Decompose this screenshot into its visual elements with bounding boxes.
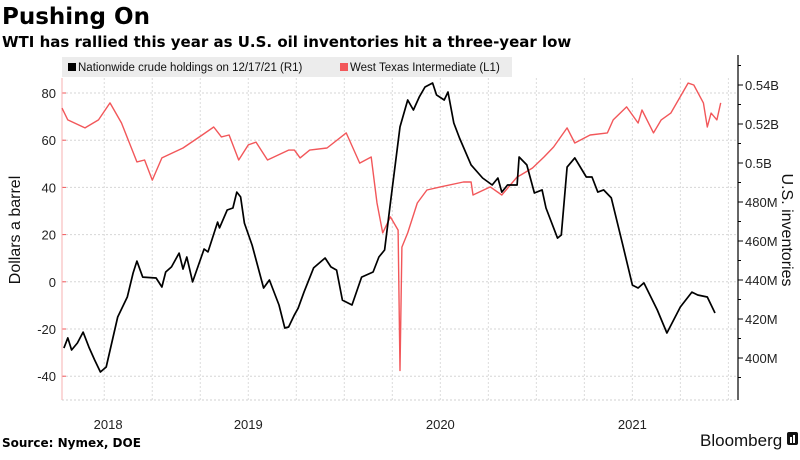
- right-tick-label: 420M: [745, 312, 778, 327]
- source-note: Source: Nymex, DOE: [2, 436, 141, 450]
- bloomberg-terminal-icon: [787, 432, 798, 445]
- bloomberg-logo: Bloomberg: [700, 431, 782, 450]
- left-tick-label: 80: [42, 86, 56, 101]
- x-tick-label: 2020: [426, 417, 455, 432]
- left-tick-label: 20: [42, 228, 56, 243]
- right-tick-label: 0.52B: [745, 117, 779, 132]
- x-tick-label: 2018: [94, 417, 123, 432]
- legend-label-inventories: Nationwide crude holdings on 12/17/21 (R…: [78, 62, 303, 74]
- legend-label-wti: West Texas Intermediate (L1): [350, 62, 500, 74]
- x-tick-label: 2021: [618, 417, 647, 432]
- left-tick-label: -40: [37, 369, 56, 384]
- right-tick-label: 0.5B: [745, 156, 772, 171]
- right-axis-label: U.S. inventories: [778, 174, 795, 287]
- right-tick-label: 460M: [745, 234, 778, 249]
- axes: 80 60 40 20 0 -20 -40 2018 2019 2020 2021 0.54B 0.52…: [37, 55, 779, 432]
- series-lines: [61, 82, 722, 373]
- wti-price-line: [61, 82, 722, 372]
- left-tick-label: 60: [42, 133, 56, 148]
- right-tick-label: 440M: [745, 273, 778, 288]
- gridlines: [62, 78, 738, 401]
- legend-background: [62, 57, 512, 77]
- x-tick-label: 2019: [234, 417, 263, 432]
- right-tick-label: 0.54B: [745, 78, 779, 93]
- crude-inventories-line: [63, 82, 716, 373]
- right-tick-label: 400M: [745, 351, 778, 366]
- left-axis-label: Dollars a barrel: [7, 176, 24, 284]
- left-tick-label: -20: [37, 322, 56, 337]
- legend: Nationwide crude holdings on 12/17/21 (R…: [62, 57, 512, 77]
- left-tick-label: 0: [49, 275, 56, 290]
- left-tick-label: 40: [42, 180, 56, 195]
- chart-subtitle: WTI has rallied this year as U.S. oil in…: [2, 33, 571, 51]
- legend-swatch-wti: [340, 63, 348, 71]
- legend-swatch-inventories: [68, 63, 76, 71]
- right-tick-label: 480M: [745, 195, 778, 210]
- chart-title: Pushing On: [2, 4, 150, 30]
